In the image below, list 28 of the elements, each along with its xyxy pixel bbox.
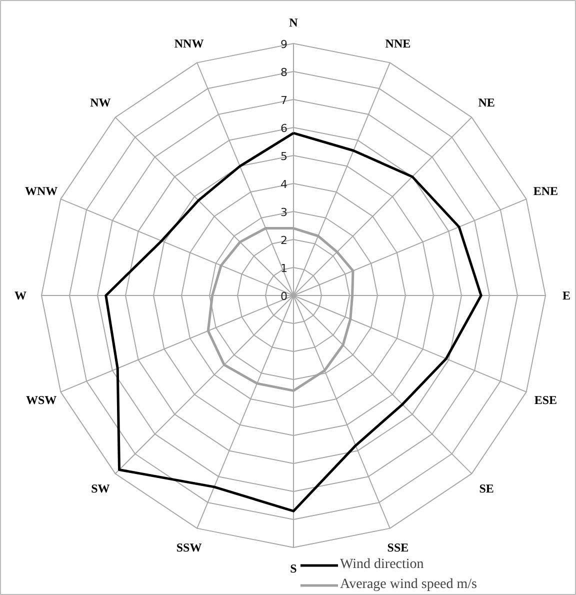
y-tick-label: 0 bbox=[280, 290, 288, 303]
y-tick-label: 2 bbox=[280, 234, 288, 247]
spoke-label: ESE bbox=[534, 392, 558, 407]
spoke-label: NNE bbox=[385, 36, 411, 50]
spoke-label: N bbox=[289, 16, 298, 30]
spoke-label: ENE bbox=[533, 184, 558, 198]
y-tick-label: 6 bbox=[280, 122, 288, 135]
legend-label: Wind direction bbox=[340, 557, 424, 573]
spoke-label: SSW bbox=[176, 540, 202, 555]
spoke-label: WSW bbox=[26, 392, 57, 407]
spoke-label: SSE bbox=[387, 540, 409, 555]
spoke-label: E bbox=[562, 288, 571, 302]
y-tick-label: 5 bbox=[280, 150, 288, 163]
spoke-label: NE bbox=[478, 95, 495, 110]
spoke-label: S bbox=[290, 562, 298, 576]
spoke-label: WNW bbox=[24, 184, 58, 198]
y-tick-label: 7 bbox=[280, 94, 288, 107]
y-tick-label: 8 bbox=[280, 66, 288, 79]
spoke-label: SE bbox=[479, 482, 494, 496]
legend-label: Average wind speed m/s bbox=[340, 577, 477, 593]
spoke-label: NNW bbox=[174, 36, 204, 50]
spoke-label: NW bbox=[90, 95, 111, 110]
y-tick-label: 4 bbox=[280, 178, 288, 191]
y-tick-label: 1 bbox=[280, 262, 288, 275]
y-tick-label: 9 bbox=[280, 38, 288, 51]
spoke-label: W bbox=[14, 288, 26, 302]
spoke-label: SW bbox=[91, 482, 110, 496]
y-tick-label: 3 bbox=[280, 206, 288, 219]
